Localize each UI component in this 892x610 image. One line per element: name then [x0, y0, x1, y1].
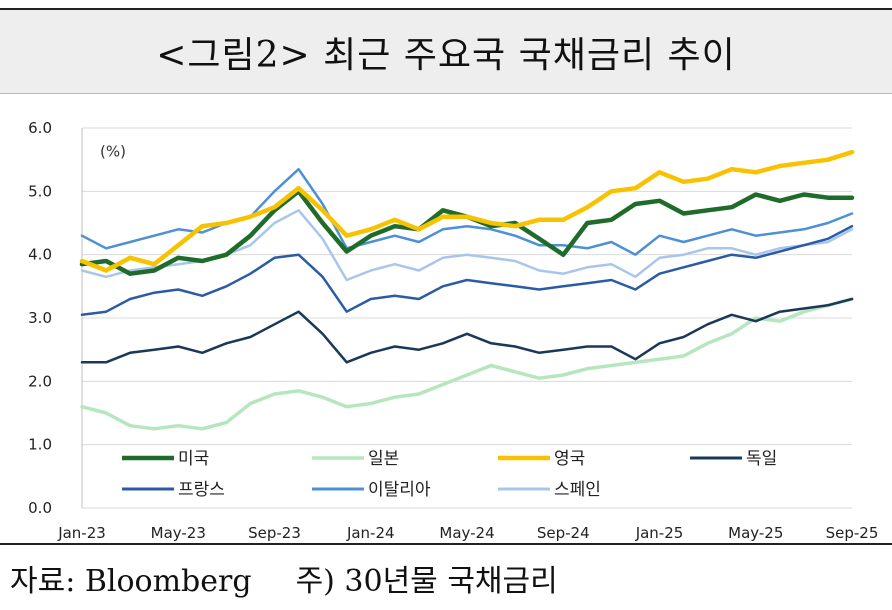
series-line-5	[80, 167, 854, 256]
series-line-4	[80, 224, 854, 317]
y-tick-label: 5.0	[28, 182, 52, 200]
y-axis: 0.0 1.0 2.0 3.0 4.0 5.0 6.0	[28, 119, 83, 517]
unit-label: (%)	[100, 143, 126, 161]
x-tick-label: May-24	[439, 524, 494, 542]
y-tick-label: 0.0	[28, 499, 52, 517]
title-bar: <그림2> 최근 주요국 국채금리 추이	[0, 8, 892, 94]
series-line-6	[80, 209, 854, 282]
legend-label: 독일	[746, 449, 777, 469]
legend-label: 영국	[554, 449, 585, 469]
legend-label: 미국	[178, 449, 209, 469]
source-text: 자료: Bloomberg	[10, 563, 252, 599]
footer: 자료: Bloomberg 주) 30년물 국채금리	[0, 543, 892, 610]
footnote-text: 주) 30년물 국채금리	[295, 563, 558, 599]
legend-label: 프랑스	[178, 480, 225, 500]
x-axis: Jan-23 May-23 Sep-23 Jan-24 May-24 Sep-24 Jan-…	[57, 524, 878, 542]
x-tick-label: May-23	[151, 524, 206, 542]
y-tick-label: 4.0	[28, 246, 52, 264]
series-line-2	[79, 149, 855, 273]
series-line-1	[80, 297, 854, 431]
x-tick-label: Sep-23	[248, 524, 301, 542]
x-tick-label: Jan-24	[346, 524, 395, 542]
x-tick-label: Sep-25	[826, 524, 879, 542]
x-tick-label: Jan-23	[57, 524, 106, 542]
y-tick-label: 3.0	[28, 309, 52, 327]
x-tick-label: May-25	[728, 524, 783, 542]
chart-area: 0.0 1.0 2.0 3.0 4.0 5.0 6.0 Jan-23 May-23 Sep-23…	[0, 96, 892, 542]
legend-label: 일본	[368, 449, 399, 469]
x-tick-label: Jan-25	[635, 524, 684, 542]
series-lines	[79, 149, 855, 431]
legend-label: 스페인	[554, 480, 601, 500]
line-chart: 0.0 1.0 2.0 3.0 4.0 5.0 6.0 Jan-23 May-23 Sep-23…	[28, 119, 878, 542]
series-line-3	[80, 297, 854, 364]
y-tick-label: 6.0	[28, 119, 52, 137]
x-tick-label: Sep-24	[537, 524, 590, 542]
y-tick-label: 2.0	[28, 372, 52, 390]
chart-title: <그림2> 최근 주요국 국채금리 추이	[156, 34, 736, 76]
legend-label: 이탈리아	[368, 480, 431, 500]
y-tick-label: 1.0	[28, 436, 52, 454]
